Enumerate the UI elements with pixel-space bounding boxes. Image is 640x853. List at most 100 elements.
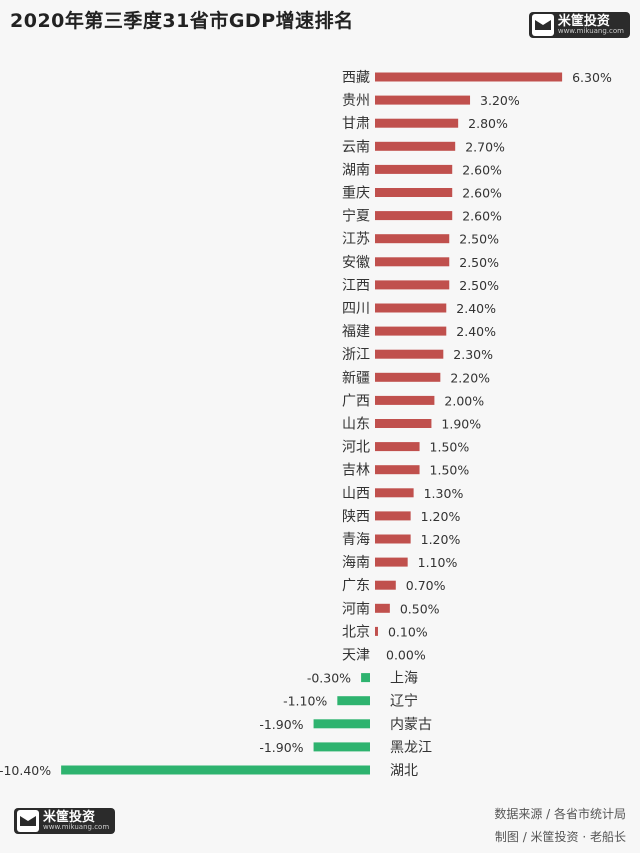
bar	[375, 534, 411, 544]
value-label: 2.70%	[465, 139, 505, 154]
bar-row: 江西 2.50%	[342, 278, 499, 294]
bar	[375, 141, 456, 151]
category-label: 湖南	[342, 162, 370, 178]
value-label: 1.20%	[421, 509, 461, 524]
category-label: 甘肃	[342, 116, 370, 132]
value-label: -1.90%	[259, 717, 303, 732]
category-label: 吉林	[342, 463, 370, 479]
bar	[375, 188, 453, 197]
bar	[375, 372, 441, 382]
value-label: 0.00%	[386, 648, 426, 663]
brand-logo-bottom: 米筐投资 www.mikuang.com	[14, 808, 116, 834]
category-label: 河北	[342, 440, 370, 456]
bar	[375, 419, 432, 428]
bar	[61, 765, 371, 775]
value-label: 2.60%	[462, 186, 502, 201]
value-label: 3.20%	[480, 93, 520, 108]
category-label: 广西	[342, 393, 370, 409]
brand-url: www.mikuang.com	[43, 823, 110, 832]
bar	[375, 488, 414, 498]
bar-row: 安徽 2.50%	[342, 255, 499, 271]
category-label: 上海	[390, 671, 418, 687]
bar-row: 山东 1.90%	[342, 417, 481, 433]
category-label: 天津	[342, 648, 370, 664]
brand-mark-icon	[531, 14, 554, 36]
bar	[375, 95, 471, 105]
value-label: 2.60%	[462, 162, 502, 177]
value-label: 1.20%	[421, 532, 461, 547]
value-label: 0.50%	[400, 601, 440, 616]
value-label: 1.10%	[418, 555, 458, 570]
bar-row: 甘肃 2.80%	[342, 116, 508, 132]
bar-row: 福建 2.40%	[342, 324, 496, 340]
bar	[375, 603, 390, 613]
category-label: 河南	[342, 601, 370, 617]
value-label: 2.50%	[459, 232, 499, 247]
bar	[375, 326, 447, 336]
bar-chart: 西藏 6.30% 贵州 3.20% 甘肃 2.80% 云南 2.70% 湖南 2.60% 重庆 2.6…	[0, 70, 612, 779]
value-label: -0.30%	[307, 671, 351, 686]
value-label: 2.60%	[462, 209, 502, 224]
bar-row: 北京 0.10%	[342, 624, 428, 640]
category-label: 青海	[342, 532, 370, 548]
bar-row: 云南 2.70%	[342, 139, 505, 155]
value-label: 2.80%	[468, 116, 508, 131]
bar-row: 天津 0.00%	[342, 648, 426, 664]
bar	[375, 395, 435, 405]
category-label: 重庆	[342, 186, 370, 202]
category-label: 福建	[342, 324, 370, 340]
category-label: 广东	[342, 578, 370, 594]
bar-row: 陕西 1.20%	[342, 509, 460, 525]
bar	[375, 557, 408, 567]
category-label: 新疆	[342, 370, 370, 386]
value-label: 2.00%	[444, 393, 484, 408]
bar-row: 贵州 3.20%	[342, 93, 520, 109]
bar	[375, 511, 411, 521]
bar-row: 上海 -0.30%	[307, 671, 418, 687]
bar	[313, 742, 370, 752]
category-label: 陕西	[342, 509, 370, 525]
category-label: 四川	[342, 301, 370, 317]
bar	[375, 280, 450, 290]
category-label: 江苏	[342, 232, 370, 248]
bar	[361, 673, 370, 683]
bar	[375, 72, 563, 82]
value-label: -1.90%	[259, 740, 303, 755]
category-label: 辽宁	[390, 693, 418, 710]
bar-row: 海南 1.10%	[342, 555, 458, 571]
bar	[375, 465, 420, 475]
value-label: 0.10%	[388, 624, 428, 639]
bar	[375, 257, 450, 267]
bar-row: 山西 1.30%	[342, 486, 463, 502]
value-label: 1.50%	[430, 463, 470, 478]
bar-row: 湖北 -10.40%	[0, 763, 418, 779]
category-label: 西藏	[342, 70, 370, 86]
category-label: 贵州	[342, 93, 370, 109]
bar	[375, 442, 420, 452]
source-note: 数据来源 / 各省市统计局	[494, 807, 626, 821]
value-label: 2.20%	[450, 370, 490, 385]
brand-url: www.mikuang.com	[557, 27, 624, 36]
value-label: 1.50%	[430, 440, 470, 455]
value-label: 6.30%	[572, 70, 612, 85]
bar-row: 浙江 2.30%	[342, 347, 493, 363]
category-label: 内蒙古	[390, 717, 432, 733]
credit-note: 制图 / 米筐投资 · 老船长	[494, 830, 626, 844]
value-label: -10.40%	[0, 763, 51, 778]
bar	[313, 719, 370, 729]
bar-row: 新疆 2.20%	[342, 370, 490, 386]
category-label: 山东	[342, 417, 370, 433]
bar	[375, 234, 450, 244]
bar-row: 吉林 1.50%	[342, 463, 469, 479]
bar-row: 广东 0.70%	[342, 578, 446, 594]
bar-row: 江苏 2.50%	[342, 232, 499, 248]
bar-row: 西藏 6.30%	[342, 70, 612, 86]
category-label: 宁夏	[342, 208, 370, 225]
bar	[375, 118, 459, 128]
value-label: 1.90%	[441, 417, 481, 432]
chart-title: 2020年第三季度31省市GDP增速排名	[10, 10, 354, 32]
value-label: 2.30%	[453, 347, 493, 362]
category-label: 江西	[342, 278, 370, 294]
category-label: 云南	[342, 139, 370, 155]
bar	[375, 349, 444, 359]
